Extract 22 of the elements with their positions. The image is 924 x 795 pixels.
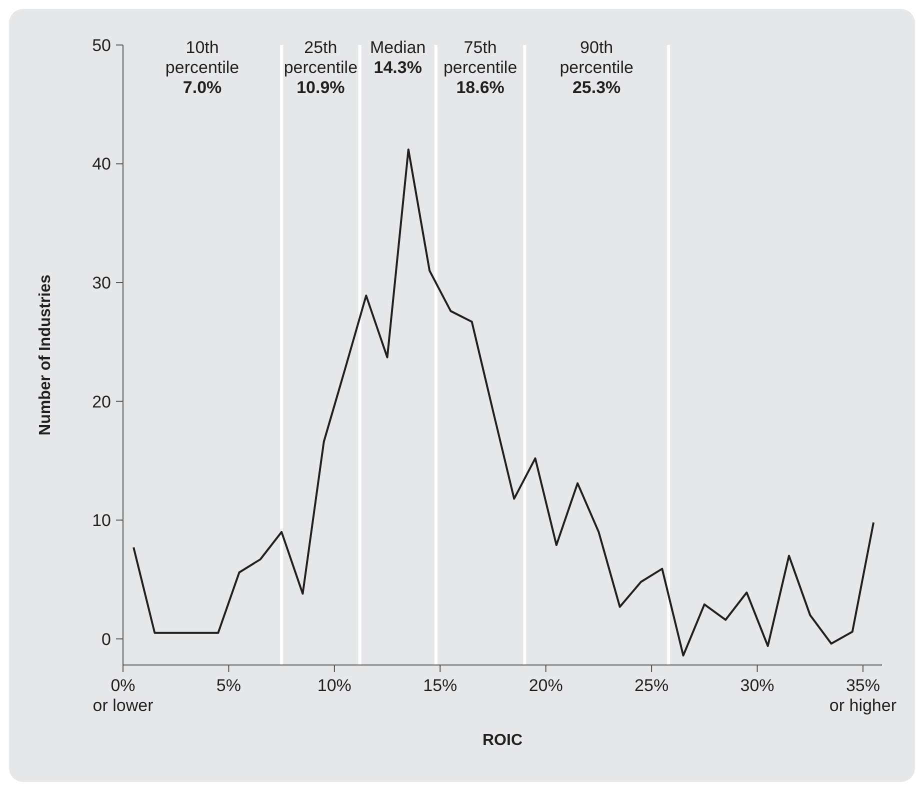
annotation: 90th percentile 25.3%: [560, 38, 634, 97]
x-tick-label: 20%: [528, 676, 563, 695]
x-tick-label: 0% or lower: [92, 676, 154, 715]
annotation: 10th percentile 7.0%: [165, 38, 240, 97]
line-series: [132, 148, 875, 656]
x-tick-label: 15%: [423, 676, 458, 695]
annotation: 75th percentile 18.6%: [443, 38, 518, 97]
annotation: 25th percentile 10.9%: [284, 38, 358, 97]
x-tick-label: 25%: [634, 676, 669, 695]
y-axis-title: Number of Industries: [37, 274, 54, 436]
annotation: Median 14.3%: [370, 38, 426, 77]
y-tick-label: 20: [92, 392, 111, 412]
y-tick-label: 10: [92, 511, 111, 530]
x-axis-title: ROIC: [482, 732, 523, 749]
x-tick-label: 5%: [216, 676, 241, 695]
x-tick-label: 30%: [740, 676, 774, 695]
y-tick-label: 0: [102, 630, 111, 649]
y-tick-label: 40: [92, 154, 111, 174]
x-tick-label: 35% or higher: [829, 676, 897, 715]
y-tick-label: 50: [92, 36, 111, 55]
y-tick-label: 30: [92, 274, 111, 292]
x-tick-label: 10%: [317, 676, 352, 695]
